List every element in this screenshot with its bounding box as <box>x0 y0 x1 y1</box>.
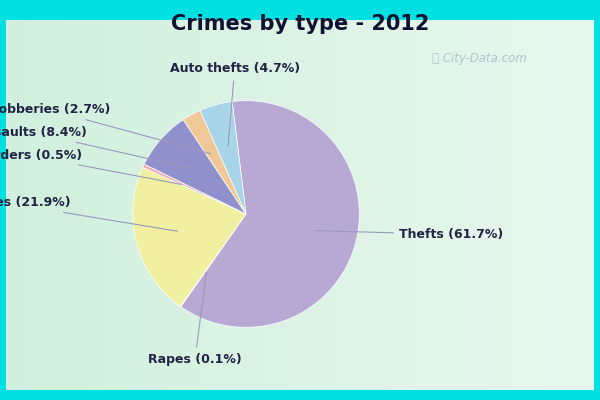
Text: Rapes (0.1%): Rapes (0.1%) <box>148 272 242 366</box>
Wedge shape <box>180 214 246 307</box>
Text: ⓘ City-Data.com: ⓘ City-Data.com <box>432 52 527 65</box>
Text: Robberies (2.7%): Robberies (2.7%) <box>0 103 211 154</box>
Wedge shape <box>144 120 246 214</box>
Wedge shape <box>133 167 246 306</box>
Text: Assaults (8.4%): Assaults (8.4%) <box>0 126 192 168</box>
Text: Crimes by type - 2012: Crimes by type - 2012 <box>171 14 429 34</box>
Wedge shape <box>181 101 359 327</box>
Text: Auto thefts (4.7%): Auto thefts (4.7%) <box>170 62 300 146</box>
Text: Burglaries (21.9%): Burglaries (21.9%) <box>0 196 178 231</box>
Wedge shape <box>143 164 246 214</box>
Text: Murders (0.5%): Murders (0.5%) <box>0 148 182 184</box>
Text: Thefts (61.7%): Thefts (61.7%) <box>315 228 503 241</box>
Wedge shape <box>183 110 246 214</box>
Wedge shape <box>200 102 246 214</box>
